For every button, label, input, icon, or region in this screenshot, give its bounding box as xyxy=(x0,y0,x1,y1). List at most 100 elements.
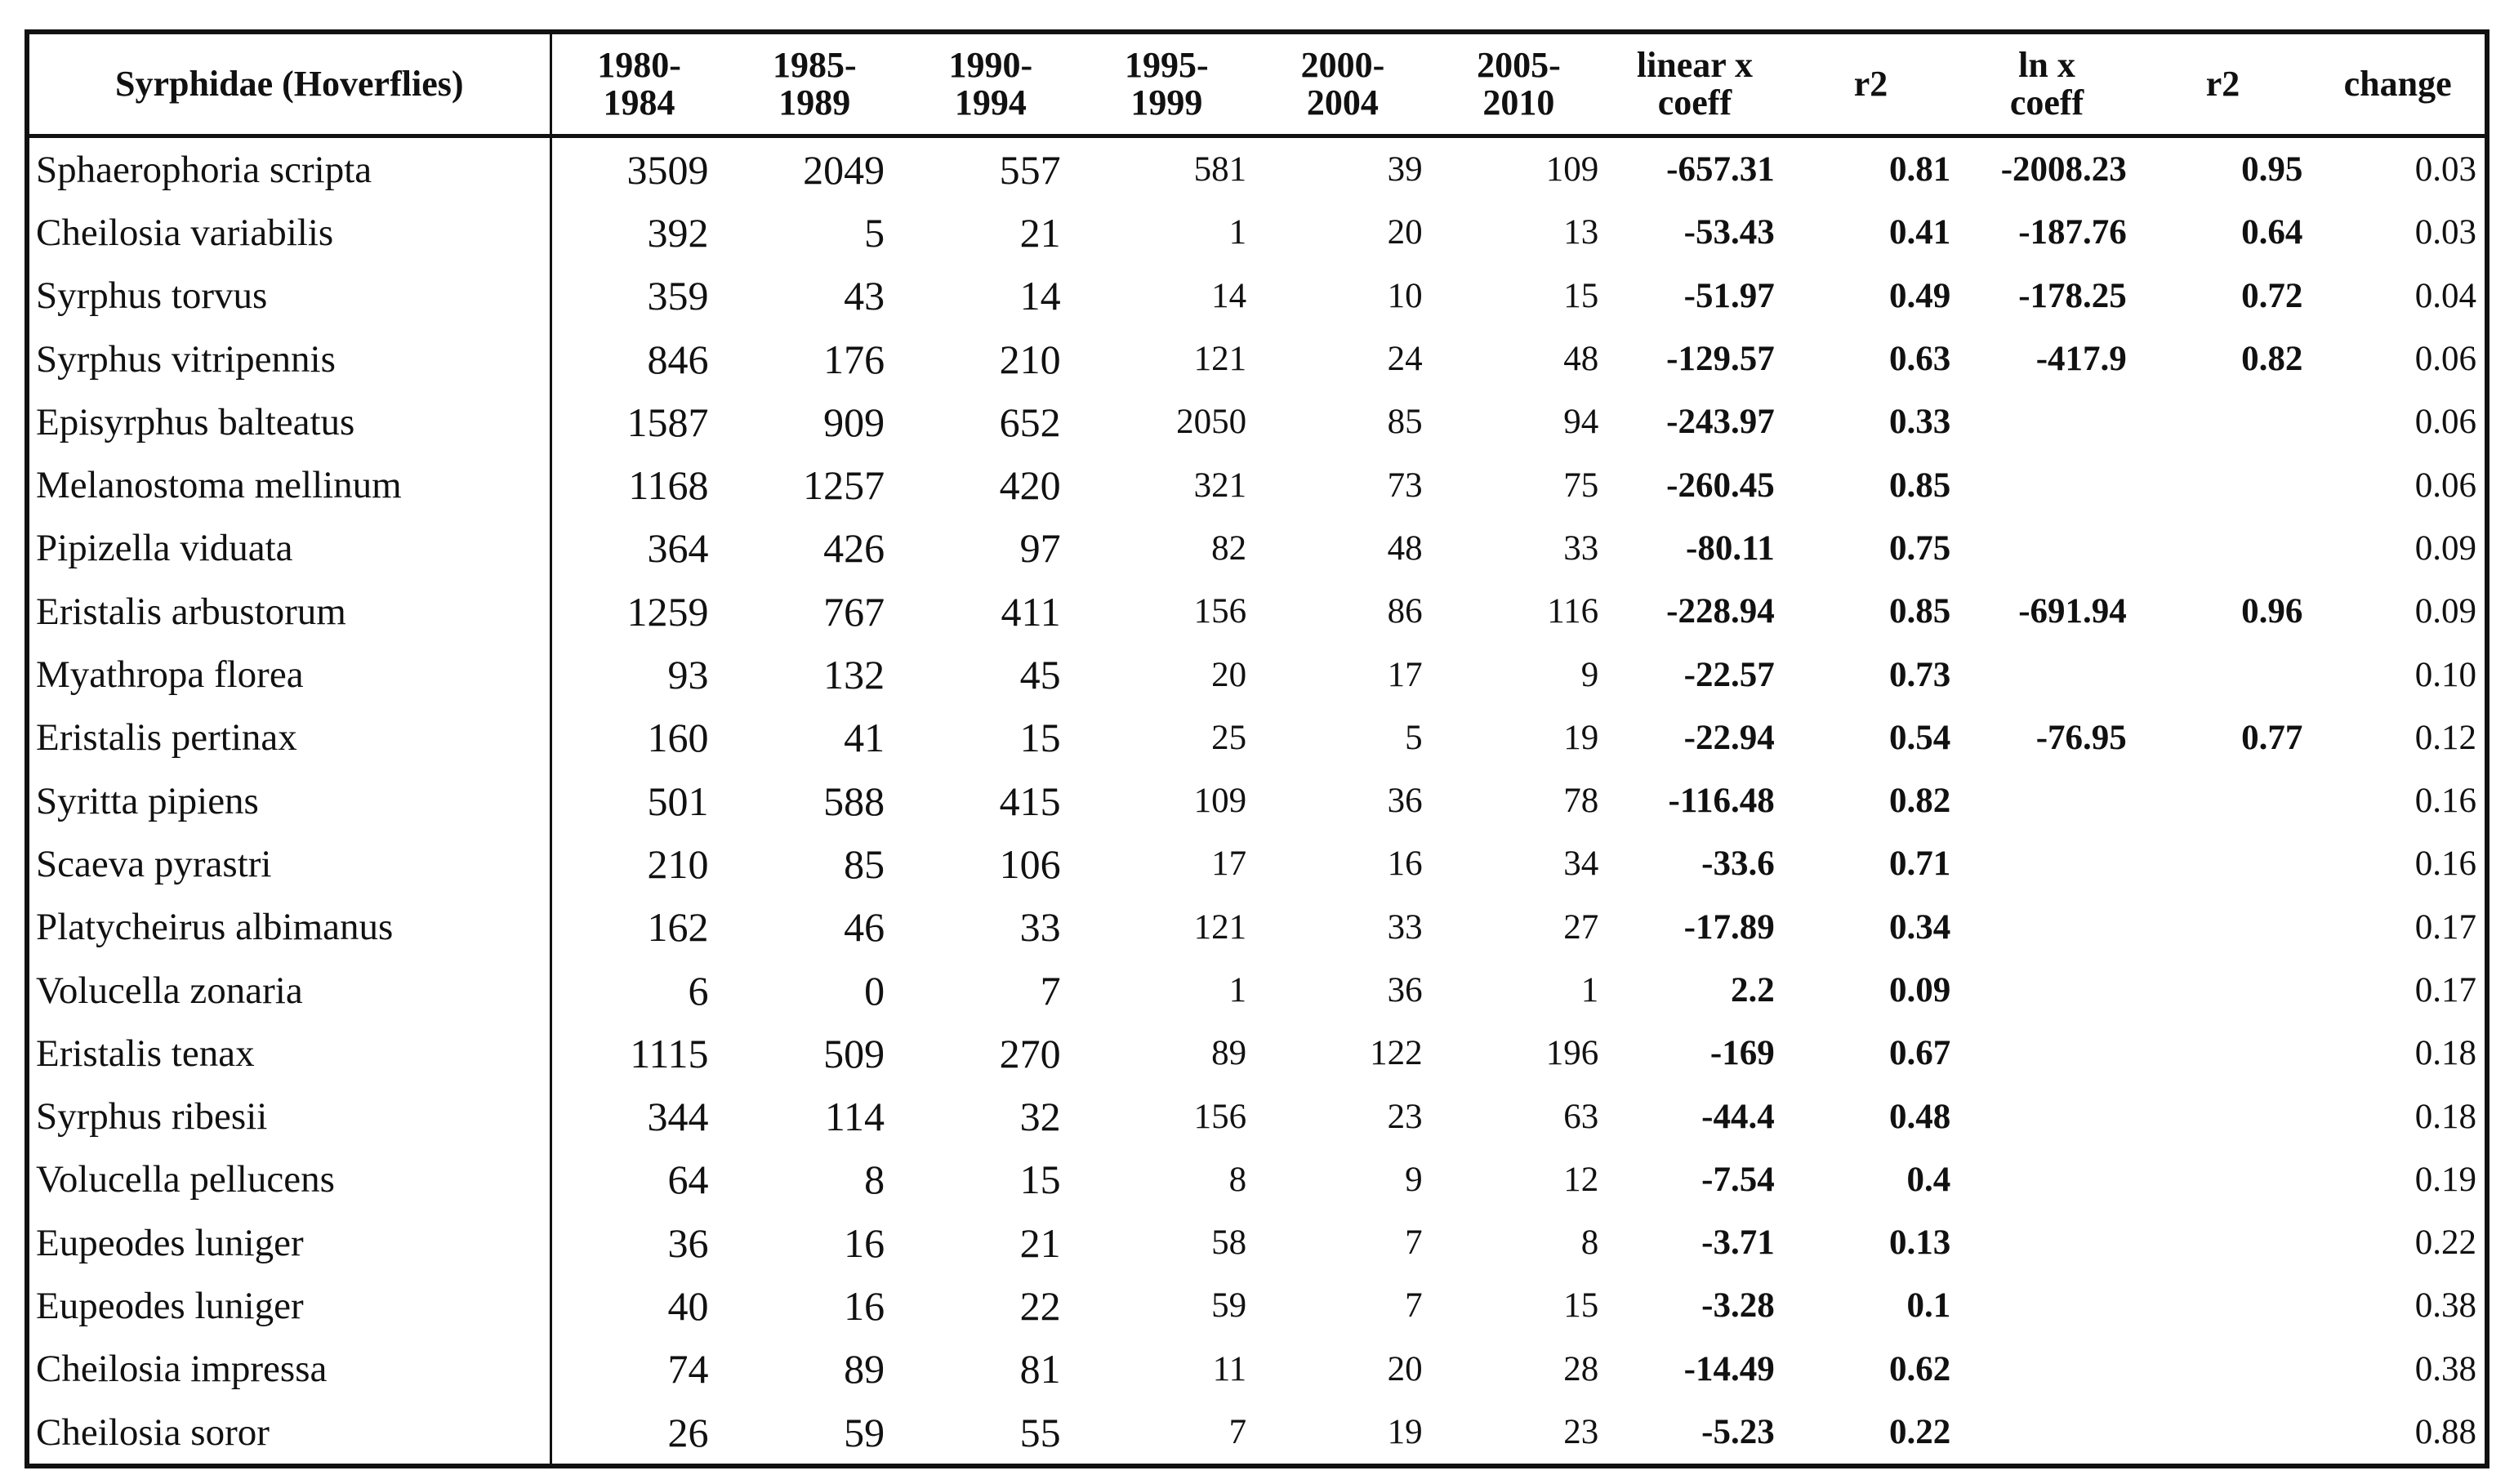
species-cell: Melanostoma mellinum xyxy=(27,453,552,517)
count-cell: 411 xyxy=(1001,588,1061,635)
count-cell: 16 xyxy=(844,1219,885,1266)
column-header: 2000- 2004 xyxy=(1255,32,1431,138)
stat-cell: 0.82 xyxy=(1889,782,1951,821)
species-cell: Eristalis tenax xyxy=(27,1022,552,1085)
stat-cell: 0.62 xyxy=(1889,1349,1951,1388)
change-cell: 0.88 xyxy=(2414,1413,2476,1452)
column-header: 1990- 1994 xyxy=(903,32,1079,138)
header-line: ln x xyxy=(2018,45,2075,85)
count-cell: 16 xyxy=(844,1282,885,1329)
count-cell: 28 xyxy=(1563,1349,1599,1388)
empty-cell xyxy=(1959,453,2135,516)
count-cell: 2050 xyxy=(1176,403,1247,442)
header-line: 1989 xyxy=(778,82,851,123)
species-cell: Eristalis pertinax xyxy=(27,706,552,769)
change-cell: 0.18 xyxy=(2414,1034,2476,1073)
table-row: Cheilosia impressa 74 89 81 11 20 28 -14.49 0.62… xyxy=(27,1337,2487,1401)
species-cell: Eupeodes luniger xyxy=(27,1274,552,1338)
change-cell: 0.06 xyxy=(2414,403,2476,442)
stat-cell: -260.45 xyxy=(1666,466,1775,505)
column-header: 2005- 2010 xyxy=(1430,32,1607,138)
change-cell: 0.09 xyxy=(2414,592,2476,631)
stat-cell: 0.67 xyxy=(1889,1034,1951,1073)
species-cell: Platycheirus albimanus xyxy=(27,895,552,959)
count-cell: 36 xyxy=(667,1219,709,1266)
count-cell: 15 xyxy=(1019,1156,1061,1203)
count-cell: 12 xyxy=(1563,1160,1599,1199)
empty-cell xyxy=(2135,453,2311,516)
change-cell: 0.12 xyxy=(2414,718,2476,757)
header-line: 2004 xyxy=(1306,82,1379,123)
empty-cell xyxy=(1959,769,2135,832)
table-row: Melanostoma mellinum 1168 1257 420 321 73 75 -2… xyxy=(27,453,2487,517)
stat-cell: -76.95 xyxy=(2035,718,2127,757)
empty-cell xyxy=(1959,1338,2135,1401)
table-row: Cheilosia variabilis 392 5 21 1 20 13 -53.43 0.4… xyxy=(27,201,2487,265)
count-cell: 21 xyxy=(1019,1219,1061,1266)
stat-cell: -691.94 xyxy=(2018,592,2127,631)
count-cell: 846 xyxy=(647,336,709,382)
table-row: Scaeva pyrastri 210 85 106 17 16 34 -33.6 0.71 0.… xyxy=(27,832,2487,896)
stat-cell: 0.4 xyxy=(1906,1160,1951,1199)
count-cell: 588 xyxy=(823,778,885,824)
change-cell: 0.17 xyxy=(2414,971,2476,1009)
empty-cell xyxy=(2135,832,2311,895)
species-cell: Eristalis arbustorum xyxy=(27,580,552,644)
count-cell: 1168 xyxy=(628,462,709,509)
count-cell: 11 xyxy=(1212,1349,1247,1388)
empty-cell xyxy=(1959,896,2135,959)
count-cell: 1 xyxy=(1580,971,1599,1009)
empty-cell xyxy=(2135,1148,2311,1211)
count-cell: 109 xyxy=(1193,782,1247,821)
header-line: 1994 xyxy=(954,82,1027,123)
stat-cell: 0.85 xyxy=(1889,466,1951,505)
count-cell: 8 xyxy=(864,1156,885,1203)
stat-cell: 0.73 xyxy=(1889,655,1951,694)
empty-cell xyxy=(2135,769,2311,832)
stat-cell: -14.49 xyxy=(1683,1349,1775,1388)
stat-cell: 0.64 xyxy=(2241,213,2303,252)
count-cell: 15 xyxy=(1019,715,1061,761)
stat-cell: 2.2 xyxy=(1730,971,1775,1009)
count-cell: 196 xyxy=(1545,1034,1599,1073)
empty-cell xyxy=(1959,1401,2135,1466)
species-cell: Episyrphus balteatus xyxy=(27,390,552,454)
count-cell: 78 xyxy=(1563,782,1599,821)
count-cell: 48 xyxy=(1563,340,1599,379)
empty-cell xyxy=(1959,1274,2135,1337)
stat-cell: 0.81 xyxy=(1889,150,1951,189)
table-row: Sphaerophoria scripta 3509 2049 557 581 39 109… xyxy=(27,136,2487,202)
stat-cell: -228.94 xyxy=(1666,592,1775,631)
count-cell: 16 xyxy=(1387,844,1423,884)
table-body: Sphaerophoria scripta 3509 2049 557 581 39 109… xyxy=(27,136,2487,1467)
stat-cell: 0.95 xyxy=(2241,150,2303,189)
column-header: 1985- 1989 xyxy=(726,32,903,138)
count-cell: 85 xyxy=(844,840,885,887)
count-cell: 23 xyxy=(1387,1097,1423,1136)
count-cell: 909 xyxy=(823,399,885,445)
change-cell: 0.16 xyxy=(2414,844,2476,884)
header-line: 1980- xyxy=(597,45,681,85)
species-cell: Pipizella viduata xyxy=(27,516,552,581)
stat-cell: 0.96 xyxy=(2241,592,2303,631)
change-cell: 0.10 xyxy=(2414,655,2476,694)
column-header: r2 xyxy=(2134,32,2311,138)
header-line: Syrphidae (Hoverflies) xyxy=(114,64,464,104)
table-row: Cheilosia soror 26 59 55 7 19 23 -5.23 0.22 0.88 xyxy=(27,1400,2487,1467)
empty-cell xyxy=(2135,896,2311,959)
stat-cell: -129.57 xyxy=(1666,340,1775,379)
count-cell: 132 xyxy=(823,652,885,698)
count-cell: 85 xyxy=(1387,403,1423,442)
species-cell: Volucella pellucens xyxy=(27,1148,552,1212)
table-row: Syrphus vitripennis 846 176 210 121 24 48 -129.… xyxy=(27,327,2487,391)
header-row: Syrphidae (Hoverflies) 1980- 1984 1985- 1989… xyxy=(27,32,2487,138)
change-cell: 0.38 xyxy=(2414,1286,2476,1326)
stat-cell: 0.75 xyxy=(1889,528,1951,568)
empty-cell xyxy=(1959,1211,2135,1274)
stat-cell: -657.31 xyxy=(1666,150,1775,189)
count-cell: 17 xyxy=(1387,655,1423,694)
count-cell: 94 xyxy=(1563,403,1599,442)
count-cell: 43 xyxy=(844,273,885,319)
count-cell: 46 xyxy=(844,904,885,951)
column-header: 1980- 1984 xyxy=(550,32,727,138)
